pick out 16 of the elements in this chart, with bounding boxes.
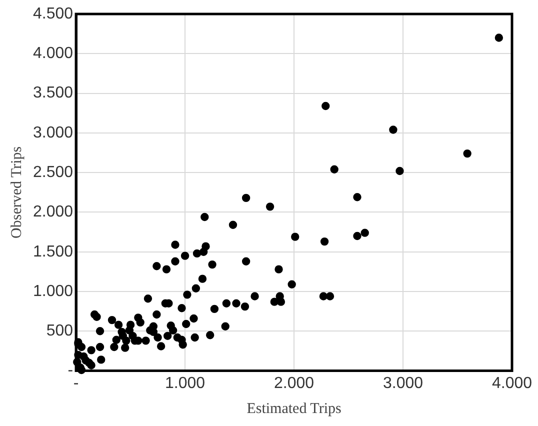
y-tick-label: 1.500: [32, 243, 74, 260]
x-tick-label: 3.000: [382, 374, 424, 392]
y-tick-label: 3.000: [32, 124, 74, 142]
y-tick-label: 4.000: [32, 45, 74, 62]
x-tick-label: 4.000: [492, 374, 532, 392]
y-tick-label: 3.500: [32, 84, 74, 102]
y-tick-label: -: [68, 362, 74, 380]
x-tick-label: 2.000: [274, 374, 314, 392]
y-tick-label: 2.500: [32, 164, 74, 181]
x-axis-title: Estimated Trips: [246, 400, 342, 417]
x-tick-label: 1.000: [165, 374, 206, 392]
y-tick-label: 2.000: [32, 204, 74, 221]
y-tick-label: 4.500: [32, 5, 74, 22]
y-axis-title: Observed Trips: [8, 146, 25, 238]
y-tick-label: 500: [46, 322, 74, 340]
y-tick-label: 1.000: [32, 282, 74, 300]
